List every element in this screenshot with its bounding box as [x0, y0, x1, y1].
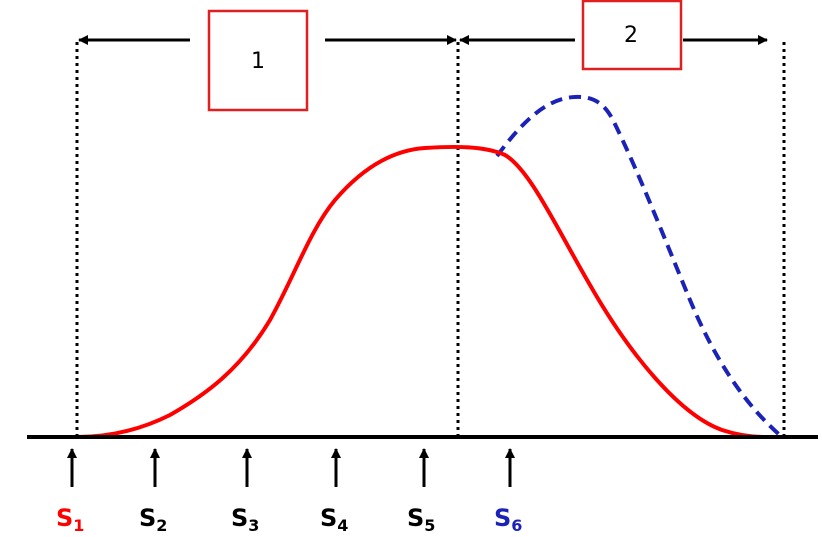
- blue-dashed-curve: [495, 94, 784, 439]
- stage-label-s5: S5: [407, 504, 435, 535]
- stage-label-s3: S3: [231, 504, 259, 535]
- phase-2-label: 2: [624, 23, 638, 48]
- phase-2-box: 2: [581, 0, 683, 71]
- red-curve: [76, 144, 766, 439]
- stage-label-s2: S2: [139, 504, 167, 535]
- stage-label-s4: S4: [320, 504, 348, 535]
- stage-label-s1: S1: [56, 504, 84, 535]
- stage-label-s6: S6: [494, 504, 522, 535]
- phase-1-label: 1: [251, 49, 265, 74]
- phase-1-box: 1: [207, 9, 309, 112]
